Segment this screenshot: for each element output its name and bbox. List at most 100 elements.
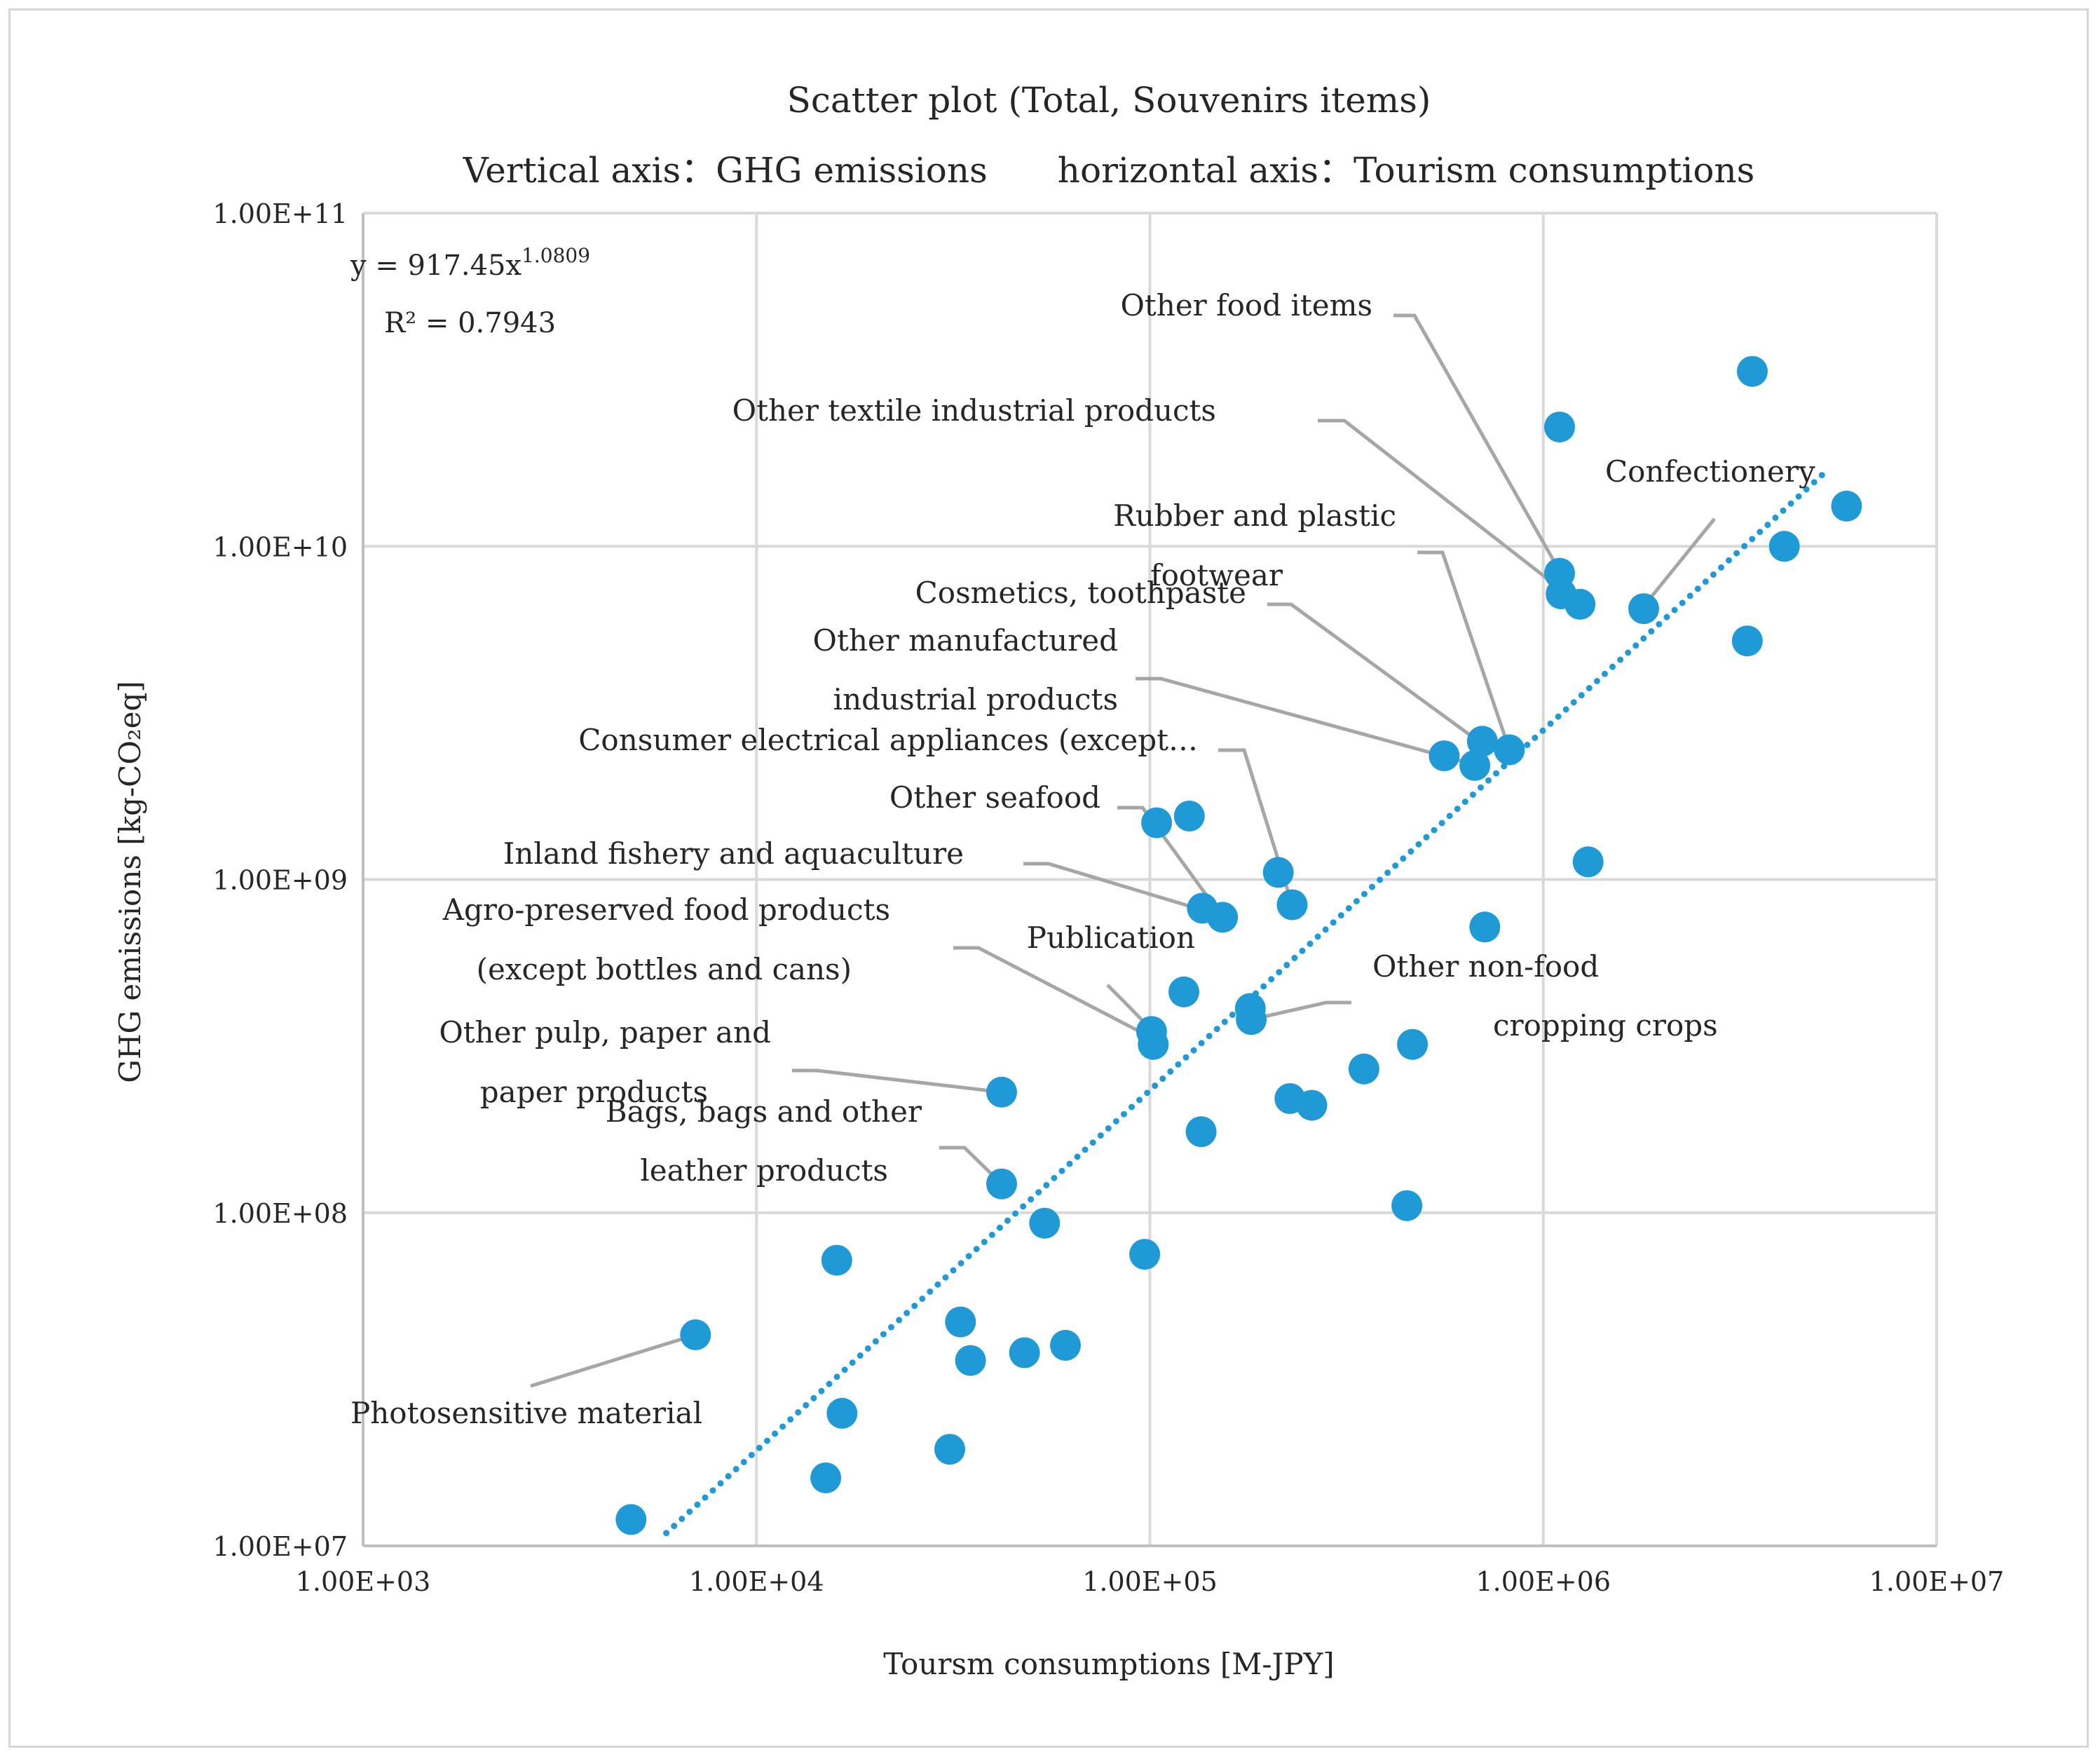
- data-point: [1029, 1207, 1061, 1239]
- trendline-equation-text: y = 917.45x1.0809: [350, 244, 590, 282]
- data-point: [1168, 976, 1199, 1007]
- annotation-leader-line: [1417, 550, 1511, 751]
- annotation-labels: Other food items Other textile industrial…: [350, 288, 1815, 1430]
- trendline-r-squared: R² = 0.7943: [384, 307, 556, 339]
- data-point: [680, 1319, 711, 1350]
- annotation-label: cropping crops: [1493, 1008, 1718, 1043]
- data-point: [1236, 1004, 1267, 1035]
- annotation-leader-line: [1267, 602, 1484, 746]
- data-point: [1768, 531, 1800, 562]
- data-point: [1348, 1053, 1379, 1085]
- y-axis-label: GHG emissions [kg-CO₂eq]: [113, 681, 147, 1082]
- annotation-label: Consumer electrical appliances (except…: [578, 723, 1198, 757]
- data-point: [826, 1397, 858, 1429]
- annotation-label: Other food items: [1120, 288, 1372, 322]
- axes: [362, 213, 1937, 1547]
- chart-title-line-1: Scatter plot (Total, Souvenirs items): [787, 80, 1431, 121]
- y-tick-label: 1.00E+11: [212, 198, 348, 229]
- data-point: [1173, 801, 1205, 831]
- annotation-label: leather products: [640, 1153, 888, 1188]
- data-point: [1429, 740, 1460, 772]
- gridlines: [363, 212, 1938, 1546]
- annotation-label: (except bottles and cans): [477, 952, 852, 986]
- annotation-label: Other non-food: [1372, 949, 1599, 984]
- data-point: [1050, 1329, 1081, 1361]
- y-tick-label: 1.00E+10: [212, 531, 348, 562]
- annotation-label: Inland fishery and aquaculture: [503, 836, 964, 871]
- data-point: [1207, 902, 1239, 933]
- chart-title: Scatter plot (Total, Souvenirs items) Ve…: [463, 80, 1755, 191]
- annotation-label: Publication: [1027, 921, 1195, 955]
- data-point: [1296, 1089, 1328, 1121]
- annotation-leader-line: [1136, 677, 1478, 768]
- annotation-label: Photosensitive material: [350, 1396, 702, 1430]
- data-point: [810, 1462, 842, 1493]
- x-tick-label: 1.00E+03: [296, 1566, 431, 1597]
- data-point: [1564, 588, 1596, 620]
- y-tick-labels: 1.00E+07 1.00E+08 1.00E+09 1.00E+10 1.00E+11: [212, 198, 348, 1562]
- annotation-label: Agro-preserved food products: [442, 892, 890, 927]
- annotation-leader-line: [1318, 419, 1566, 594]
- data-point: [821, 1244, 852, 1276]
- data-point: [1262, 857, 1294, 888]
- annotation-label: footwear: [1150, 558, 1283, 592]
- data-point: [955, 1345, 986, 1376]
- annotation-label: Confectionery: [1605, 454, 1815, 489]
- x-tick-label: 1.00E+07: [1869, 1566, 2005, 1597]
- y-tick-label: 1.00E+09: [212, 865, 348, 896]
- annotation-label: Other pulp, paper and: [439, 1015, 771, 1050]
- annotation-label: Cosmetics, toothpaste: [915, 576, 1246, 610]
- data-point: [1397, 1028, 1429, 1060]
- data-point: [1185, 1116, 1217, 1148]
- x-tick-labels: 1.00E+03 1.00E+04 1.00E+05 1.00E+06 1.00E+07: [296, 1566, 2005, 1597]
- trendline-equation-exponent: 1.0809: [521, 244, 590, 267]
- data-point: [1494, 734, 1525, 766]
- data-point: [1129, 1239, 1161, 1270]
- annotation-label: Rubber and plastic: [1113, 498, 1396, 533]
- annotation-label: industrial products: [833, 682, 1118, 716]
- chart-title-line-2: Vertical axis：GHG emissions horizontal a…: [463, 150, 1755, 191]
- annotation-leader-lines: [530, 313, 1716, 1388]
- data-point: [1391, 1190, 1423, 1221]
- y-tick-label: 1.00E+07: [212, 1531, 348, 1562]
- x-axis-label: Toursm consumptions [M-JPY]: [883, 1647, 1334, 1681]
- y-tick-label: 1.00E+08: [212, 1198, 348, 1229]
- annotation-leader-line: [530, 1333, 697, 1388]
- annotation-leader-line: [1218, 748, 1294, 906]
- x-tick-label: 1.00E+05: [1082, 1566, 1218, 1597]
- annotation-leader-line: [1023, 862, 1204, 912]
- data-point: [1628, 593, 1659, 625]
- data-point: [1466, 726, 1498, 757]
- data-point: [945, 1306, 976, 1338]
- annotation-leader-line: [1640, 517, 1716, 610]
- annotation-label: Bags, bags and other: [606, 1094, 922, 1129]
- annotation-leader-line: [1117, 806, 1225, 918]
- data-point: [1731, 625, 1763, 657]
- data-point: [1141, 807, 1173, 838]
- data-point: [615, 1504, 647, 1535]
- data-point: [1572, 846, 1604, 878]
- x-tick-label: 1.00E+04: [689, 1566, 824, 1597]
- annotation-leader-line: [939, 1146, 1003, 1186]
- annotation-leader-line: [792, 1068, 1002, 1094]
- x-tick-label: 1.00E+06: [1475, 1566, 1611, 1597]
- annotation-label: Other textile industrial products: [732, 393, 1216, 428]
- annotation-label: Other seafood: [889, 780, 1100, 815]
- annotation-leader-line: [1250, 1000, 1351, 1021]
- data-point: [1831, 490, 1862, 522]
- data-point: [986, 1168, 1017, 1200]
- data-point: [934, 1434, 965, 1465]
- annotation-label: Other manufactured: [813, 623, 1118, 658]
- annotation-label: paper products: [480, 1075, 708, 1109]
- annotation-leader-line: [953, 946, 1153, 1040]
- data-point: [1544, 412, 1575, 443]
- data-point: [1469, 911, 1501, 943]
- data-point: [986, 1076, 1017, 1108]
- data-point: [1009, 1337, 1040, 1369]
- data-point: [1459, 749, 1491, 781]
- data-point: [1737, 355, 1768, 387]
- data-point: [1138, 1028, 1169, 1060]
- trendline-equation-prefix: y = 917.45x: [350, 250, 522, 282]
- annotation-leader-line: [1393, 313, 1579, 604]
